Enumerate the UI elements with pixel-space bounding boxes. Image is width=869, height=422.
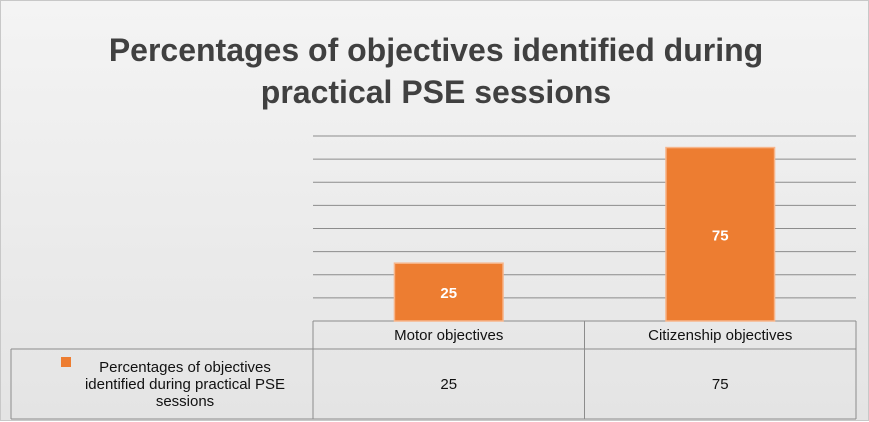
- legend-swatch: [61, 357, 71, 367]
- table-value: 75: [711, 375, 729, 393]
- category-label: Motor objectives: [394, 326, 504, 344]
- category-label: Citizenship objectives: [648, 326, 793, 344]
- bar: [393, 262, 504, 322]
- bar: [665, 146, 776, 322]
- data-label: 25: [440, 285, 457, 302]
- table-value: 25: [440, 375, 458, 393]
- data-label: 75: [712, 227, 729, 244]
- chart-title: Percentages of objectives identified dur…: [108, 32, 764, 110]
- legend-label: Percentages of objectives identified dur…: [84, 358, 286, 410]
